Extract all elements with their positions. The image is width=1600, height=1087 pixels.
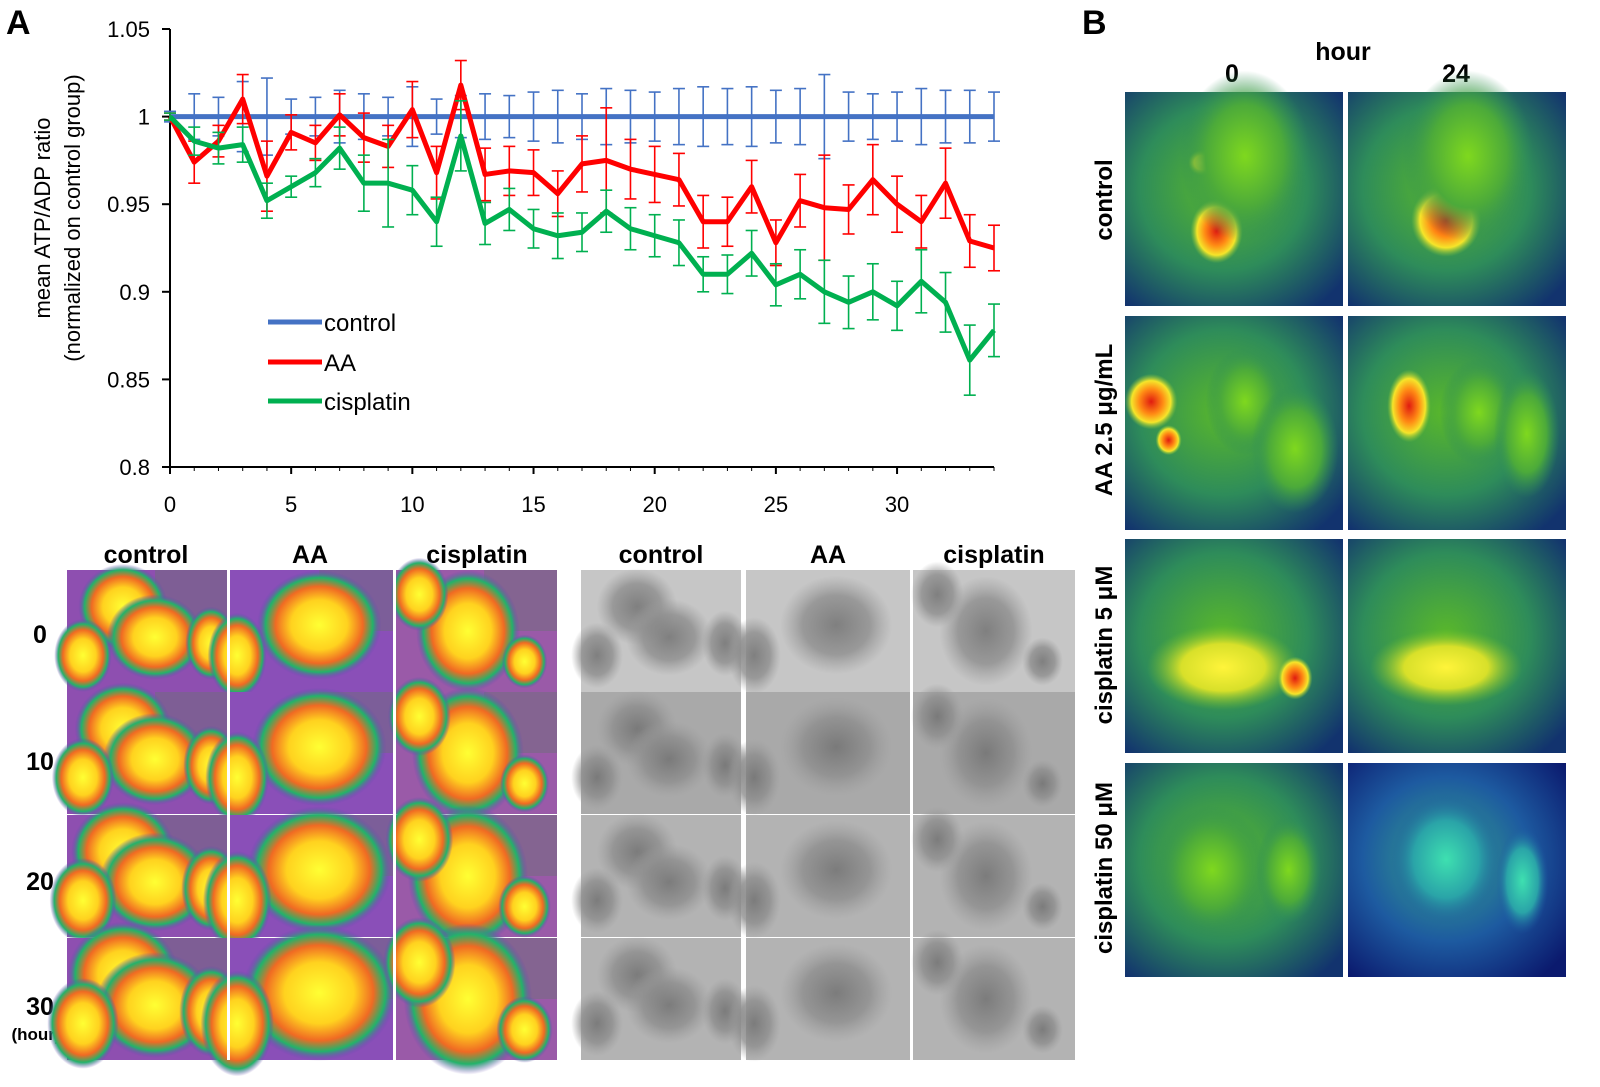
tl-bf-col-control: control: [619, 541, 704, 569]
image-divider: [744, 570, 747, 1060]
tl-bf-col-aa: AA: [810, 541, 846, 569]
legend-label-cisplatin: cisplatin: [324, 389, 411, 416]
brightfield-image-cell: [911, 683, 1075, 814]
fluorescence-image-cell: [51, 682, 239, 817]
y-tick-label: 1.05: [107, 17, 150, 42]
atp-adp-line-chart: 0.8 0.85 0.9 0.95 1 1.05 0 5 10 15 20 25 30 mean AT…: [30, 17, 1000, 517]
tl-row-0: 0: [33, 621, 47, 649]
series-cisplatin: [164, 100, 1000, 396]
x-tick-label: 10: [400, 492, 424, 517]
image-divider: [227, 570, 230, 1060]
fluorescence-image-cell: [383, 917, 557, 1075]
panel-b-label: B: [1082, 4, 1107, 42]
panel-b-image-cell: [1125, 316, 1343, 530]
brightfield-image-cell: [571, 568, 749, 692]
fluorescence-image-cell: [390, 557, 557, 692]
panel-b-image-cell: [1348, 539, 1566, 753]
panel-b-hour-header: hour: [1315, 38, 1371, 66]
fluorescence-image-cell: [385, 796, 557, 947]
y-tick-label: 1: [138, 105, 150, 130]
y-tick-label: 0.9: [119, 280, 150, 305]
image-divider: [911, 570, 914, 1060]
x-axis-ticks: 0 5 10 15 20 25 30: [164, 467, 995, 517]
brightfield-image-cell: [911, 561, 1075, 692]
x-tick-label: 25: [764, 492, 788, 517]
series-aa: [164, 59, 1000, 272]
x-tick-label: 15: [521, 492, 545, 517]
brightfield-image-grid: [571, 561, 1075, 1062]
tl-row-10: 10: [26, 748, 54, 776]
fluorescence-image-cell: [202, 806, 393, 950]
fluorescence-image-cell: [54, 563, 237, 693]
brightfield-image-cell: [571, 813, 749, 937]
series-line-aa: [167, 82, 995, 251]
fluorescence-image-cell: [200, 924, 397, 1077]
x-tick-label: 20: [642, 492, 666, 517]
brightfield-image-cell: [571, 936, 749, 1060]
fluorescence-image-grid: [47, 557, 914, 1077]
panel-b-image-cell: [1125, 763, 1343, 977]
brightfield-image-cell: [727, 570, 910, 694]
y-tick-label: 0.95: [107, 192, 150, 217]
panel-b-image-cell: [1125, 539, 1343, 753]
panel-b-image-cell: [1348, 316, 1566, 530]
x-tick-label: 0: [164, 492, 176, 517]
brightfield-image-cell: [727, 692, 910, 816]
brightfield-image-cell: [911, 929, 1075, 1060]
series-control: [164, 73, 1000, 160]
legend-label-aa: AA: [324, 350, 356, 377]
fluorescence-image-cell: [49, 802, 241, 943]
panel-b-row-cisplatin-50: cisplatin 50 μM: [1091, 782, 1118, 954]
panel-b-image-cell: [1125, 70, 1343, 306]
panel-b-image-cell: [1348, 70, 1566, 306]
brightfield-image-cell: [727, 815, 910, 939]
series-line-cisplatin: [168, 114, 996, 363]
timelapse-section: control AA cisplatin control AA cisplati…: [11, 541, 1075, 1077]
tl-fluo-col-cisplatin: cisplatin: [426, 541, 527, 569]
tl-bf-col-cisplatin: cisplatin: [943, 541, 1044, 569]
fluorescence-image-cell: [47, 921, 243, 1069]
fluorescence-image-cell: [207, 570, 393, 699]
tl-fluo-col-aa: AA: [292, 541, 328, 569]
panel-a-label: A: [6, 4, 31, 42]
x-tick-label: 30: [885, 492, 909, 517]
panel-b-row-cisplatin-5: cisplatin 5 μM: [1091, 566, 1118, 725]
legend: control AA cisplatin: [268, 310, 411, 416]
y-tick-label: 0.85: [107, 367, 150, 392]
panel-b-row-aa: AA 2.5 μg/mL: [1091, 344, 1118, 496]
tl-row-20: 20: [26, 868, 54, 896]
fluorescence-image-cell: [387, 676, 557, 819]
brightfield-image-cell: [571, 690, 749, 814]
panel-b-row-control: control: [1091, 159, 1118, 240]
y-tick-label: 0.8: [119, 455, 150, 480]
panel-b-image-cell: [1348, 763, 1566, 977]
series-layer: [164, 59, 1000, 396]
panel-b-image-grid: [1125, 70, 1566, 977]
y-axis-title-line2: (normalized on control group): [60, 74, 85, 361]
y-axis-title: mean ATP/ADP ratio: [30, 118, 55, 319]
x-tick-label: 5: [285, 492, 297, 517]
fluorescence-image-cell: [205, 687, 393, 824]
y-axis-ticks: 0.8 0.85 0.9 0.95 1 1.05: [107, 17, 170, 480]
brightfield-image-cell: [911, 806, 1075, 937]
image-divider: [393, 570, 396, 1060]
brightfield-image-cell: [727, 938, 910, 1062]
panel-b: hour 0 24 control AA 2.5 μg/mL cisplatin…: [1091, 38, 1566, 977]
legend-label-control: control: [324, 310, 396, 337]
